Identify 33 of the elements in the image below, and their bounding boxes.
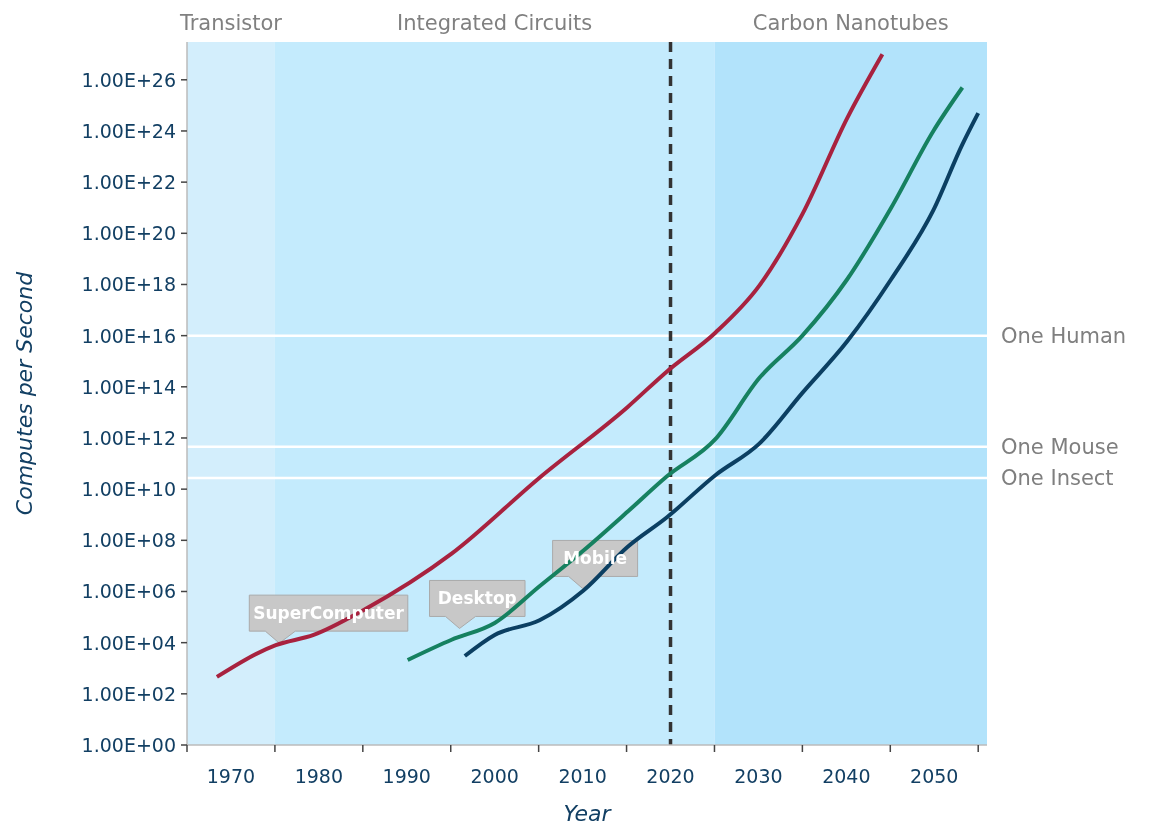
x-tick-label: 2030 (734, 765, 783, 787)
x-tick-label: 1990 (382, 765, 431, 787)
x-tick-label: 2000 (470, 765, 519, 787)
x-tick-label: 1980 (294, 765, 344, 787)
y-tick-label: 1.00E+22 (81, 171, 176, 194)
x-tick-label: 1970 (206, 765, 256, 787)
line-series (405, 85, 965, 662)
y-tick-label: 1.00E+24 (81, 119, 176, 142)
y-tick-label: 1.00E+14 (81, 375, 176, 398)
ref-line-label: One Mouse (1001, 434, 1119, 459)
line-series (214, 52, 885, 679)
y-tick-label: 1.00E+18 (81, 273, 176, 296)
y-tick-label: 1.00E+00 (81, 734, 176, 756)
x-tick-label: 2050 (910, 765, 959, 787)
ref-line-label: One Human (1001, 323, 1127, 348)
y-tick-label: 1.00E+10 (81, 478, 176, 501)
y-tick-label: 1.00E+16 (81, 324, 176, 347)
y-tick-label: 1.00E+02 (81, 682, 176, 705)
band-label: Integrated Circuits (397, 11, 593, 35)
ref-line-label: One Insect (1001, 466, 1114, 491)
x-tick-label: 2010 (558, 765, 607, 787)
x-tick-label: 2040 (822, 765, 871, 787)
y-tick-label: 1.00E+26 (81, 68, 176, 91)
y-tick-label: 1.00E+20 (81, 222, 176, 245)
y-axis-title: Computes per Second (12, 270, 37, 516)
y-tick-label: 1.00E+12 (81, 426, 176, 449)
y-tick-label: 1.00E+04 (81, 631, 176, 654)
y-tick-label: 1.00E+06 (81, 580, 176, 603)
band-label: Carbon Nanotubes (752, 11, 949, 35)
x-tick-label: 2020 (646, 765, 695, 787)
band-label: Transistor (178, 11, 283, 35)
x-axis-title: Year (563, 801, 613, 826)
y-tick-label: 1.00E+08 (81, 529, 176, 552)
